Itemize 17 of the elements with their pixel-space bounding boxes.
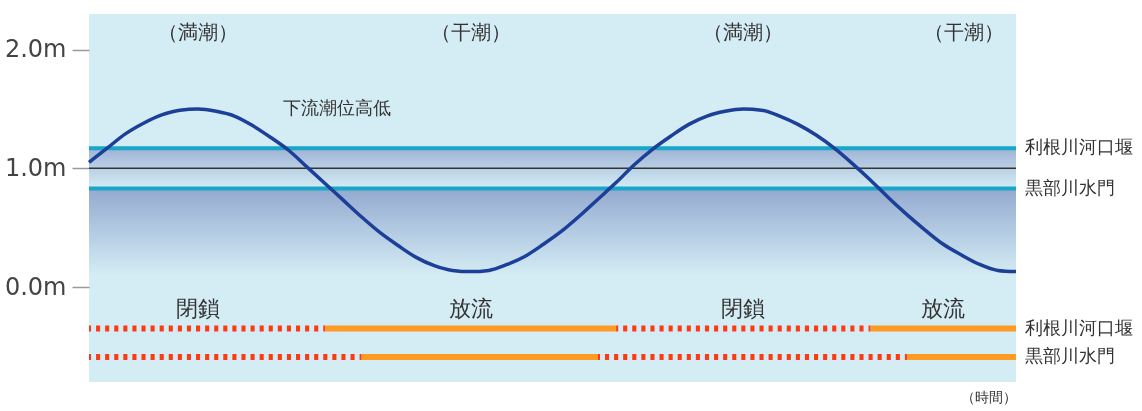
- data-label: 放流: [448, 295, 493, 321]
- y-tick-label: 1.0m: [4, 153, 67, 182]
- ref-line-label: 黒部川水門: [1025, 176, 1115, 198]
- y-tick-label: 2.0m: [4, 35, 67, 64]
- x-axis-title: （時間）: [960, 388, 1017, 405]
- y-tick-label: 0.0m: [4, 272, 67, 301]
- annotation: （満潮）: [158, 20, 239, 44]
- ref-line-label: 利根川河口堰: [1025, 136, 1133, 158]
- annotation: （干潮）: [924, 20, 1004, 44]
- series-label: 下流潮位高低: [283, 96, 392, 118]
- data-label: 閉鎖: [721, 295, 766, 321]
- data-label: 放流: [921, 295, 966, 321]
- data-label: 閉鎖: [176, 295, 221, 321]
- annotation: （満潮）: [703, 20, 784, 44]
- annotation: （干潮）: [430, 20, 511, 44]
- series-label: 黒部川水門: [1025, 345, 1115, 367]
- series-label: 利根川河口堰: [1025, 316, 1133, 338]
